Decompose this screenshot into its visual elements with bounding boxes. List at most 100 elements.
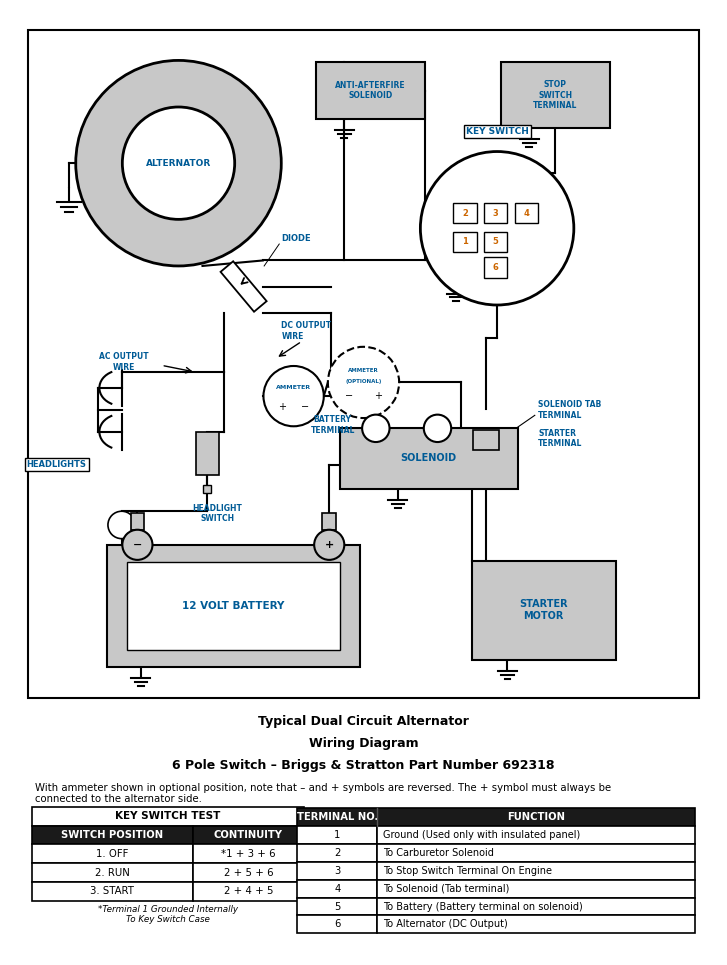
Bar [131, 512, 144, 530]
Text: SWITCH POSITION: SWITCH POSITION [61, 830, 164, 840]
Circle shape [108, 511, 135, 538]
Bar [297, 808, 695, 826]
Bar [484, 257, 507, 278]
Circle shape [122, 530, 153, 560]
Circle shape [424, 415, 451, 442]
Bar [484, 203, 507, 224]
Text: ALTERNATOR: ALTERNATOR [146, 158, 211, 168]
Text: 5: 5 [334, 901, 340, 912]
Text: 4: 4 [334, 884, 340, 894]
Text: To Alternator (DC Output): To Alternator (DC Output) [383, 920, 507, 929]
Text: To Carburetor Solenoid: To Carburetor Solenoid [383, 847, 494, 858]
Text: Ground (Used only with insulated panel): Ground (Used only with insulated panel) [383, 830, 580, 840]
Bar [377, 843, 695, 862]
Text: 3: 3 [334, 866, 340, 875]
Text: To Stop Switch Terminal On Engine: To Stop Switch Terminal On Engine [383, 866, 552, 875]
Bar [515, 203, 538, 224]
Bar [193, 863, 304, 882]
Bar [127, 562, 340, 649]
Text: 3: 3 [493, 208, 499, 218]
Circle shape [328, 346, 399, 418]
Text: 2: 2 [334, 847, 340, 858]
Bar [32, 882, 193, 900]
Circle shape [362, 415, 390, 442]
Text: To Solenoid (Tab terminal): To Solenoid (Tab terminal) [383, 884, 510, 894]
Text: 2: 2 [462, 208, 468, 218]
Bar [107, 545, 360, 667]
Text: BATTERY
TERMINAL: BATTERY TERMINAL [310, 415, 355, 434]
Text: −: − [133, 539, 142, 550]
Bar [193, 826, 304, 844]
Text: KEY SWITCH TEST: KEY SWITCH TEST [116, 812, 221, 821]
Text: DIODE: DIODE [281, 234, 311, 243]
Text: HEADLIGHT
SWITCH: HEADLIGHT SWITCH [193, 504, 243, 523]
Text: DC OUTPUT
WIRE: DC OUTPUT WIRE [281, 321, 332, 341]
Bar [453, 203, 477, 224]
Bar [473, 430, 499, 450]
Bar [322, 512, 336, 530]
Text: AMMETER: AMMETER [348, 369, 379, 373]
Text: STARTER
TERMINAL: STARTER TERMINAL [538, 428, 582, 449]
Bar [32, 826, 193, 844]
Bar [297, 826, 377, 843]
Circle shape [263, 366, 324, 427]
Text: 2. RUN: 2. RUN [95, 868, 129, 877]
Text: STARTER
MOTOR: STARTER MOTOR [519, 599, 568, 621]
Text: −: − [301, 402, 309, 412]
Circle shape [76, 61, 281, 266]
Text: STOP
SWITCH
TERMINAL: STOP SWITCH TERMINAL [533, 80, 577, 110]
Bar [32, 807, 304, 826]
Text: To Battery (Battery terminal on solenoid): To Battery (Battery terminal on solenoid… [383, 901, 583, 912]
Bar [32, 863, 193, 882]
Bar [196, 432, 219, 475]
Text: 6: 6 [493, 262, 499, 272]
Bar [32, 844, 193, 863]
Text: 12 VOLT BATTERY: 12 VOLT BATTERY [182, 601, 284, 611]
Text: Typical Dual Circuit Alternator: Typical Dual Circuit Alternator [258, 715, 469, 728]
Bar [297, 916, 377, 933]
Bar [453, 232, 477, 252]
Bar [472, 561, 616, 660]
Bar [377, 862, 695, 879]
Bar [377, 879, 695, 897]
Text: −: − [345, 391, 353, 401]
Bar [377, 826, 695, 843]
Bar [193, 882, 304, 900]
Circle shape [122, 107, 235, 219]
Text: FUNCTION: FUNCTION [507, 812, 565, 821]
Polygon shape [220, 262, 267, 312]
Bar [297, 843, 377, 862]
Text: SOLENOID: SOLENOID [401, 454, 457, 463]
Text: AMMETER: AMMETER [276, 385, 311, 390]
Text: 5: 5 [493, 237, 499, 246]
Text: 6: 6 [334, 920, 340, 929]
Text: SOLENOID TAB
TERMINAL: SOLENOID TAB TERMINAL [538, 400, 601, 420]
Bar [484, 232, 507, 252]
Text: ANTI-AFTERFIRE
SOLENOID: ANTI-AFTERFIRE SOLENOID [335, 81, 406, 100]
Text: AC OUTPUT
WIRE: AC OUTPUT WIRE [99, 352, 148, 372]
Text: 2 + 5 + 6: 2 + 5 + 6 [223, 868, 273, 877]
Bar [203, 484, 212, 493]
Text: HEADLIGHTS: HEADLIGHTS [27, 460, 87, 469]
Text: (OPTIONAL): (OPTIONAL) [345, 378, 382, 383]
Bar [340, 428, 518, 488]
Circle shape [314, 530, 345, 560]
Text: *Terminal 1 Grounded Internally
To Key Switch Case: *Terminal 1 Grounded Internally To Key S… [98, 904, 238, 924]
Text: +: + [374, 391, 382, 401]
Text: +: + [325, 539, 334, 550]
Text: 1: 1 [334, 830, 340, 840]
Bar [377, 897, 695, 916]
Text: 2 + 4 + 5: 2 + 4 + 5 [224, 886, 273, 896]
Bar [193, 844, 304, 863]
Text: Wiring Diagram: Wiring Diagram [309, 737, 418, 750]
Bar [297, 862, 377, 879]
Text: KEY SWITCH: KEY SWITCH [466, 127, 529, 136]
Text: 3. START: 3. START [90, 886, 134, 896]
Text: CONTINUITY: CONTINUITY [214, 830, 283, 840]
Bar [377, 916, 695, 933]
Text: 1: 1 [462, 237, 468, 246]
Bar [297, 897, 377, 916]
Text: With ammeter shown in optional position, note that – and + symbols are reversed.: With ammeter shown in optional position,… [36, 783, 611, 804]
Text: 4: 4 [523, 208, 529, 218]
Bar [500, 63, 610, 127]
